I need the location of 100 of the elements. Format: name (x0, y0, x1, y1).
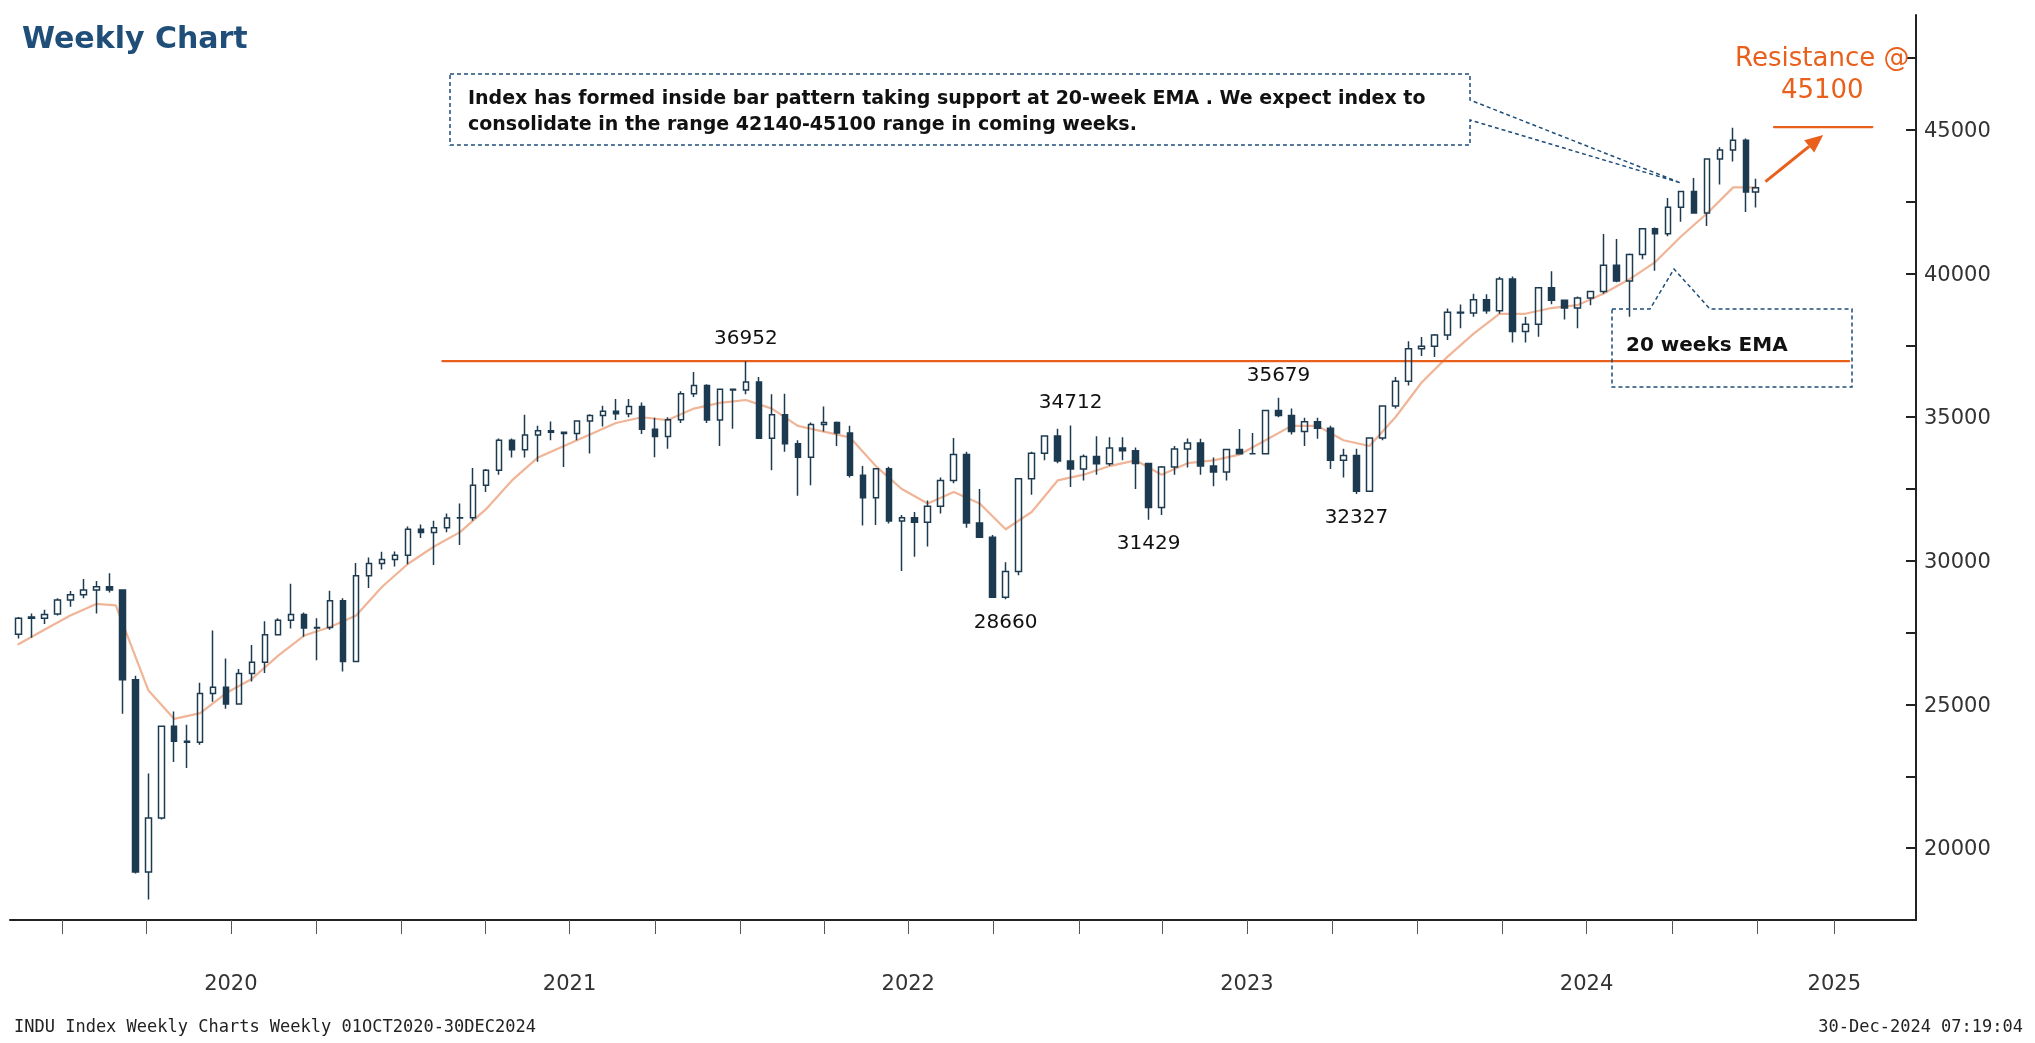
candlestick (508, 437, 516, 459)
candlestick (1534, 286, 1543, 338)
candlestick (768, 393, 776, 472)
candlestick (1378, 404, 1387, 441)
candlestick (1053, 427, 1062, 464)
candlestick (1751, 178, 1760, 209)
candlestick (690, 371, 698, 398)
x-tick-label: 2023 (1220, 970, 1274, 995)
annotation: 31429 (1115, 529, 1182, 554)
candlestick (469, 467, 477, 522)
candlestick (1482, 293, 1491, 315)
candlestick (1508, 275, 1517, 344)
candlestick (1222, 448, 1231, 482)
candlestick (729, 387, 737, 430)
x-tick-label: 2022 (881, 970, 935, 995)
candlestick (988, 534, 997, 599)
candlestick (235, 668, 243, 706)
annotation: 36952 (713, 325, 779, 350)
candlestick (1612, 238, 1621, 283)
candlestick (1703, 157, 1711, 227)
candlestick (872, 467, 880, 526)
candlestick (105, 572, 114, 594)
candlestick (430, 519, 438, 566)
candlestick (794, 439, 802, 497)
candlestick (1066, 424, 1075, 488)
candlestick (339, 597, 347, 673)
candlestick (1144, 462, 1153, 521)
candlestick (1274, 396, 1283, 418)
candlestick (391, 550, 399, 568)
candlestick (1391, 376, 1400, 410)
candlestick (404, 525, 412, 566)
candlestick (378, 550, 386, 571)
candlestick (183, 723, 191, 769)
candlestick (755, 376, 763, 440)
candlestick (92, 580, 101, 615)
text: INDU Index Weekly Charts Weekly 01OCT2020-30DEC2024 (14, 1016, 536, 1036)
candlestick (1573, 295, 1582, 329)
candlestick (742, 360, 750, 395)
candlestick (365, 556, 373, 589)
candlestick (495, 437, 503, 476)
annotation: Resistance @ 45100 (1734, 41, 1911, 106)
candlestick (1209, 456, 1218, 487)
candlestick (807, 421, 815, 487)
candlestick (53, 597, 62, 617)
candlestick (222, 657, 230, 710)
candlestick (586, 413, 594, 455)
candlestick (170, 710, 178, 763)
candlestick (1625, 252, 1634, 318)
candlestick (1638, 227, 1647, 260)
chart-title: Weekly Chart (22, 20, 248, 55)
candlestick (573, 419, 581, 441)
annotation: 20 weeks EMA (1625, 331, 1789, 358)
candlestick (1664, 197, 1672, 237)
candlestick (274, 617, 282, 637)
candlestick (27, 612, 36, 639)
candlestick (1417, 336, 1426, 357)
y-tick-label: 30000 (1924, 548, 1991, 573)
annotation: 28660 (972, 609, 1039, 634)
annotation: 35679 (1245, 361, 1312, 386)
candlestick (651, 417, 659, 458)
candlestick (521, 413, 529, 459)
candlestick (1131, 446, 1140, 490)
candlestick (40, 608, 49, 625)
x-tick-label: 2024 (1559, 970, 1614, 995)
candlestick (1495, 275, 1504, 315)
candlestick (859, 465, 867, 527)
candlestick (1183, 437, 1192, 469)
candlestick (1677, 190, 1685, 223)
candlestick (1547, 270, 1556, 306)
candlestick (131, 675, 140, 875)
annotation: 32327 (1323, 504, 1390, 529)
candlestick (157, 725, 166, 821)
candlestick (1456, 303, 1465, 329)
candlestick (910, 511, 919, 558)
candlestick (1352, 448, 1361, 495)
candlestick (14, 616, 23, 640)
candlestick (1196, 438, 1205, 476)
candlestick (1261, 409, 1270, 456)
candlestick (599, 404, 607, 428)
candlestick (716, 387, 724, 447)
y-tick-label: 40000 (1924, 261, 1991, 286)
candlestick (1651, 226, 1659, 272)
candlestick (1014, 477, 1023, 576)
candlestick (534, 425, 542, 463)
candlestick (300, 611, 308, 638)
candlestick (1248, 432, 1257, 456)
candlestick (261, 620, 269, 674)
candlestick (79, 578, 88, 599)
candlestick (885, 465, 893, 525)
candlestick (1599, 233, 1608, 295)
candlestick (625, 398, 633, 418)
candlestick (1287, 407, 1296, 436)
candlestick (1521, 315, 1530, 344)
candlestick (846, 425, 854, 479)
candlestick (313, 617, 321, 662)
candlestick (1326, 425, 1335, 470)
candlestick (1092, 435, 1101, 476)
candlestick (560, 430, 568, 468)
candlestick (1235, 428, 1244, 456)
x-tick-label: 2025 (1807, 970, 1862, 995)
